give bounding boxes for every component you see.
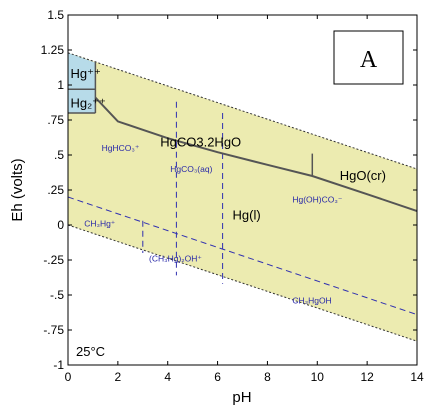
field-label: CH₃HgOH: [292, 295, 331, 305]
water-stability-field: [68, 52, 417, 342]
y-tick-label: .25: [47, 183, 64, 197]
y-tick-label: -1: [53, 358, 64, 372]
field-labels: Hg⁺⁺ Hg₂⁺⁺ HgCO3.2HgO HgO(cr) Hg(l) HgHCO₃⁺ Hg…: [70, 66, 385, 305]
x-tick-label: 12: [360, 370, 374, 384]
upper-water-limit: [68, 52, 417, 170]
temperature-label: 25°C: [76, 344, 105, 359]
x-tick-label: 14: [410, 370, 424, 384]
y-tick-label: 1: [57, 78, 64, 92]
plot-area: [68, 52, 417, 342]
panel-label: A: [360, 47, 378, 73]
field-label: CH₃Hg⁺: [84, 218, 116, 228]
field-label: (CH₃Hg)₂OH⁺: [149, 253, 202, 263]
x-tick-label: 6: [214, 370, 221, 384]
field-label: Hg₂⁺⁺: [70, 95, 105, 110]
y-tick-label: -.75: [43, 323, 64, 337]
field-label: HgHCO₃⁺: [102, 143, 140, 153]
field-label: Hg⁺⁺: [70, 66, 100, 81]
lower-water-limit: [68, 224, 417, 342]
y-tick-label: .75: [47, 113, 64, 127]
x-tick-label: 2: [115, 370, 122, 384]
field-label: HgCO3.2HgO: [160, 135, 241, 150]
y-tick-label: 0: [57, 218, 64, 232]
field-label: Hg(l): [233, 207, 261, 222]
axes: 0 2 4 6 8 10 12 14 -1 -.75 -.5 -.25 0 .25 .5 .75 1 1.25 1.…: [41, 8, 424, 384]
x-axis-title: pH: [232, 389, 251, 406]
field-label: HgO(cr): [340, 168, 386, 183]
y-tick-label: -.5: [50, 288, 64, 302]
x-tick-label: 4: [164, 370, 171, 384]
solid-liquid-boundary: [94, 96, 417, 212]
x-tick-label: 8: [264, 370, 271, 384]
y-tick-label: 1.25: [41, 43, 65, 57]
panel-label-box: A: [333, 30, 404, 85]
field-label: HgCO₃(aq): [170, 164, 212, 174]
predominance-line-2: [68, 196, 417, 316]
aqueous-ion-region-0: [68, 52, 96, 113]
y-tick-label: 1.5: [47, 8, 64, 22]
y-axis-title: Eh (volts): [9, 158, 26, 221]
x-tick-label: 0: [65, 370, 72, 384]
y-tick-label: -.25: [43, 253, 64, 267]
field-label: Hg(OH)CO₃⁻: [292, 195, 342, 205]
x-tick-label: 10: [311, 370, 325, 384]
y-tick-label: .5: [54, 148, 64, 162]
